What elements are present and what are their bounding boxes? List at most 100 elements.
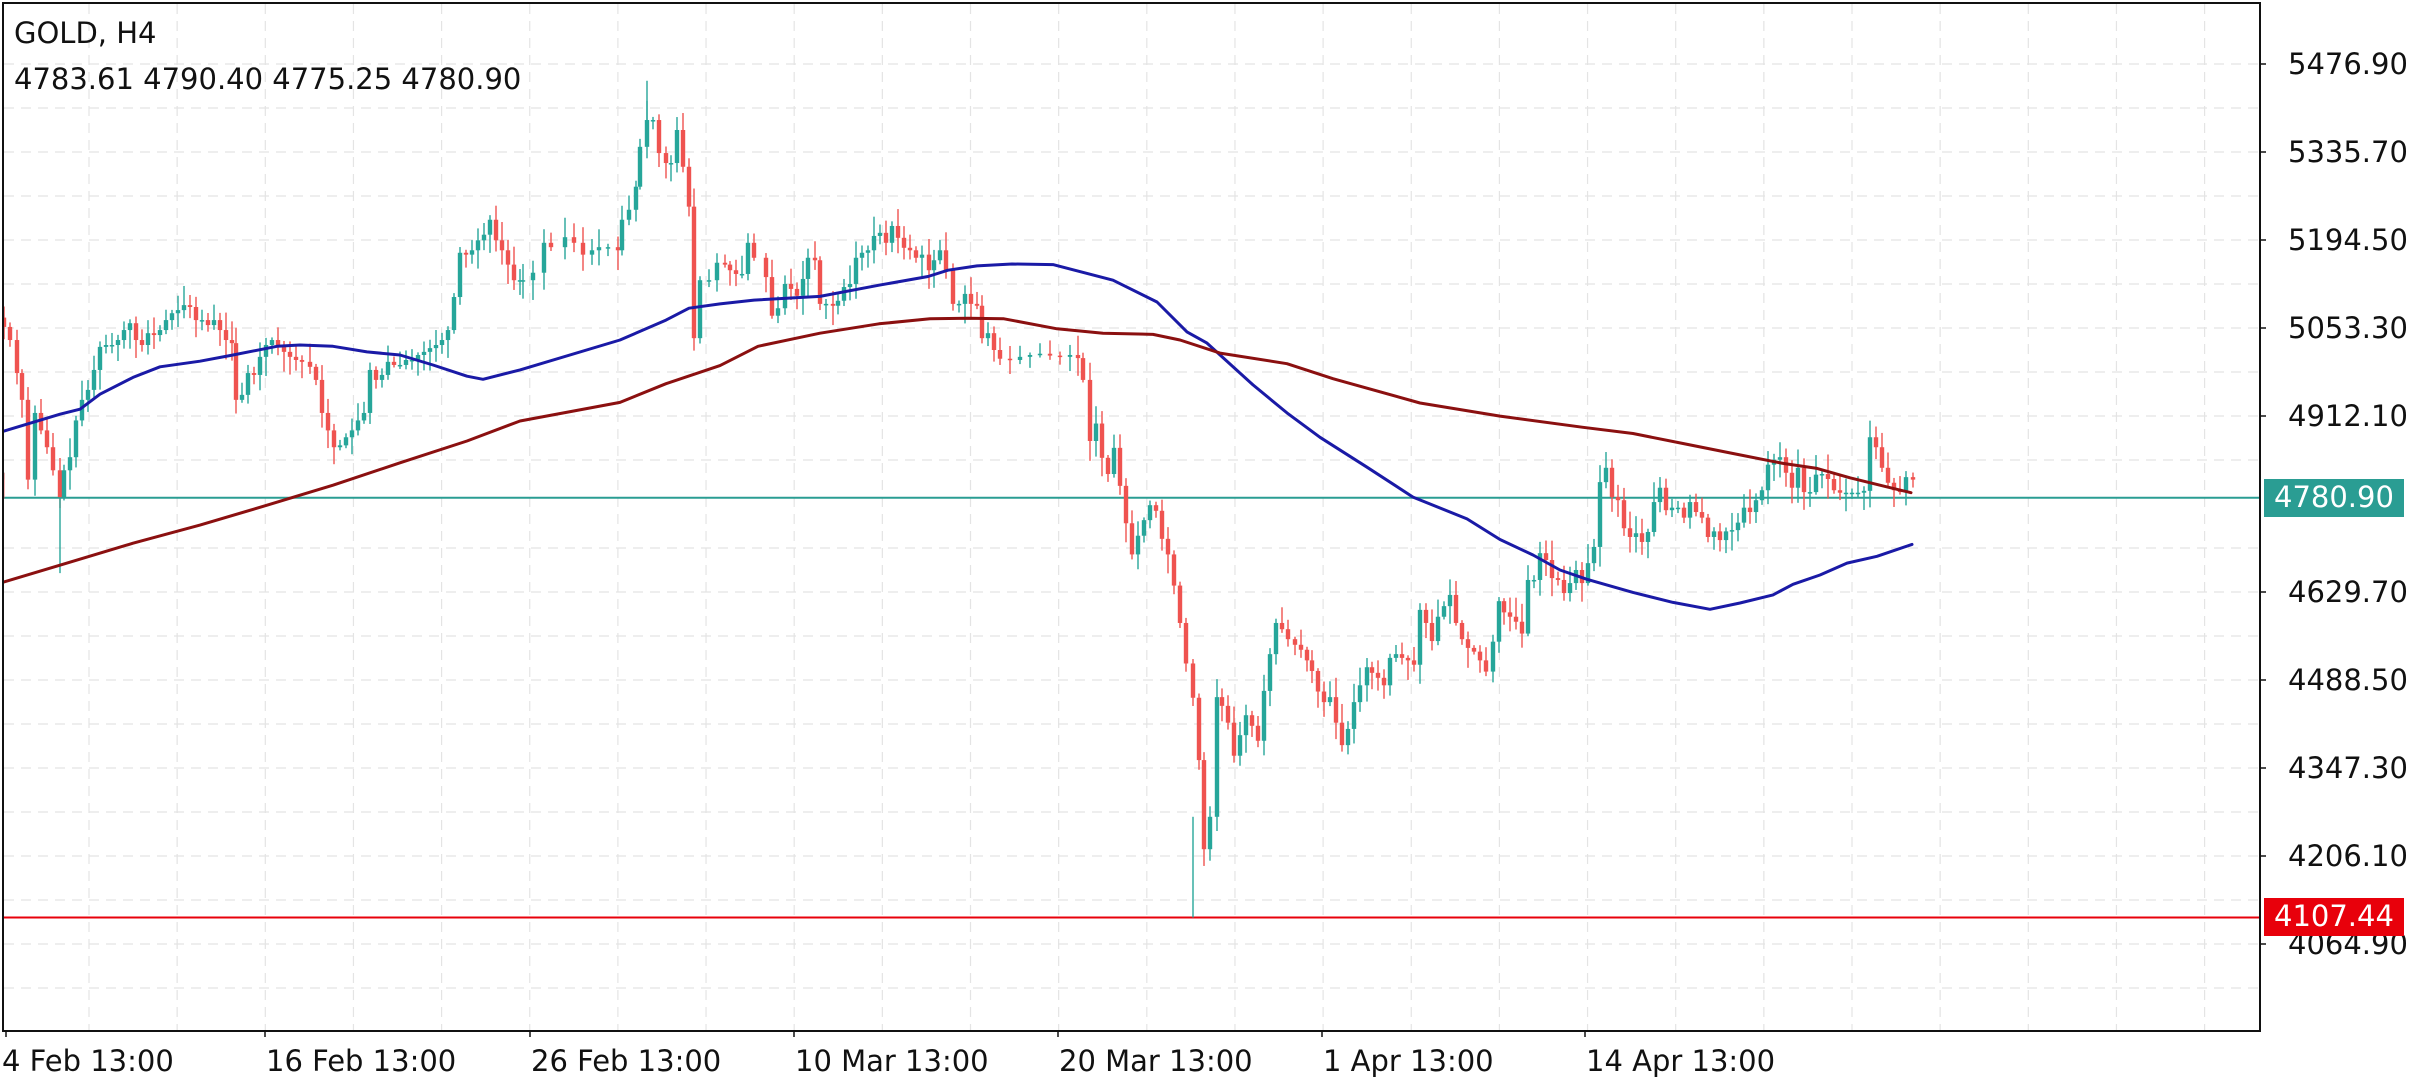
time-tick: 26 Feb 13:00	[531, 1044, 722, 1078]
candle-body	[1111, 447, 1117, 475]
candle-body	[169, 313, 175, 321]
candle-body	[97, 346, 103, 370]
candle-body	[1669, 507, 1675, 511]
candle-body	[1057, 355, 1063, 358]
time-tick: 14 Apr 13:00	[1586, 1044, 1776, 1078]
candle-body	[1891, 482, 1897, 491]
candle-body	[1165, 538, 1171, 555]
candle-body	[1885, 467, 1891, 483]
candle-body	[1417, 609, 1423, 665]
candle-body	[245, 373, 251, 395]
candle-body	[714, 262, 720, 281]
candle-body	[1525, 579, 1531, 634]
candle-body	[487, 219, 493, 235]
candle-body	[217, 320, 223, 331]
candle-body	[409, 359, 415, 362]
candle-body	[805, 257, 811, 279]
candle-body	[1364, 667, 1370, 686]
candle-body	[391, 361, 397, 365]
candle-body	[1471, 647, 1477, 652]
candle-body	[469, 250, 475, 255]
candle-body	[1657, 487, 1663, 503]
candle-body	[1177, 585, 1183, 623]
price-tick: 5476.90	[2288, 47, 2408, 81]
candle-body	[800, 278, 806, 296]
candle-body	[269, 340, 275, 346]
candle-body	[457, 252, 463, 298]
time-tick: 16 Feb 13:00	[266, 1044, 457, 1078]
candle-body	[1075, 354, 1081, 359]
candle-body	[1429, 622, 1435, 642]
candle-body	[580, 242, 586, 255]
candle-body	[1007, 358, 1013, 361]
candle-body	[67, 457, 73, 471]
candle-body	[91, 369, 97, 390]
candle-body	[1789, 472, 1795, 488]
candle-body	[1225, 705, 1231, 723]
candle-body	[1399, 654, 1405, 658]
candle-body	[1369, 667, 1375, 673]
candle-body	[1879, 447, 1885, 468]
candle-body	[493, 219, 499, 241]
candle-body	[1465, 639, 1471, 648]
candle-body	[1315, 670, 1321, 692]
candle-body	[373, 369, 379, 380]
candle-body	[919, 254, 925, 258]
candle-body	[619, 219, 625, 251]
candle-body	[1819, 474, 1825, 476]
candle-body	[1447, 594, 1453, 607]
candle-body	[1597, 482, 1603, 547]
candle-body	[1519, 621, 1525, 634]
candle-body	[1585, 563, 1591, 584]
candle-body	[4, 472, 5, 475]
plot-area[interactable]	[2, 2, 2261, 1032]
time-tick: 4 Feb 13:00	[2, 1044, 174, 1078]
candle-body	[1483, 660, 1489, 672]
candle-body	[1453, 594, 1459, 623]
candle-body	[1621, 500, 1627, 529]
candle-body	[85, 389, 91, 400]
candle-body	[895, 225, 901, 238]
candle-body	[1147, 505, 1153, 521]
candle-body	[4, 472, 5, 498]
candle-body	[1705, 517, 1711, 537]
candle-body	[1825, 474, 1831, 480]
candle-body	[1351, 702, 1357, 729]
candle-body	[1801, 467, 1807, 493]
candle-body	[14, 340, 20, 374]
candle-body	[325, 412, 331, 431]
candle-body	[788, 283, 794, 289]
candle-body	[1663, 487, 1669, 511]
candle-body	[1741, 507, 1747, 523]
candle-body	[907, 247, 913, 251]
candle-body	[229, 340, 235, 344]
candle-body	[1531, 579, 1537, 582]
candle-body	[57, 470, 63, 498]
candle-body	[61, 470, 67, 498]
candle-body	[1681, 507, 1687, 518]
candle-body	[103, 345, 109, 347]
candle-body	[1723, 531, 1729, 541]
candle-body	[722, 262, 728, 265]
candle-body	[1249, 715, 1255, 726]
candle-body	[307, 361, 313, 367]
price-tick: 4347.30	[2288, 751, 2408, 785]
candle-body	[997, 350, 1003, 359]
candle-body	[644, 120, 650, 147]
candle-body	[926, 254, 932, 271]
candle-body	[1843, 492, 1849, 495]
level-price-badge: 4107.44	[2264, 898, 2404, 936]
candle-body	[1381, 677, 1387, 686]
candle-body	[1304, 649, 1310, 661]
candle-body	[1753, 500, 1759, 513]
candle-body	[691, 206, 697, 339]
candle-body	[1196, 697, 1202, 761]
candle-body	[1813, 474, 1819, 493]
candle-body	[275, 340, 281, 346]
candle-body	[379, 374, 385, 380]
candle-body	[943, 250, 949, 271]
candle-body	[343, 437, 349, 446]
candle-body	[782, 283, 788, 309]
